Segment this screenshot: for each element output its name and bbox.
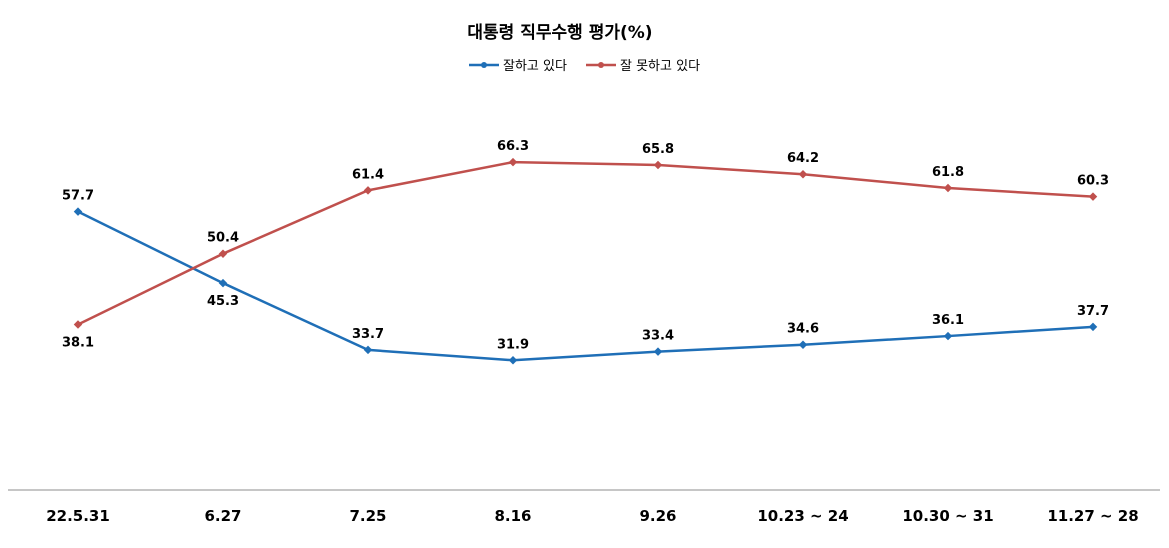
data-point [1088,192,1098,201]
series-line [77,160,1094,326]
series-layer [73,157,1098,365]
legend: 잘하고 있다 잘 못하고 있다 [469,59,700,74]
data-label: 57.7 [62,189,94,204]
data-label: 61.8 [932,165,964,180]
data-label: 33.7 [352,327,384,342]
x-tick-labels: 22.5.31 6.27 7.25 8.16 9.26 10.23 ~ 24 10.30 ~… [46,507,1138,525]
legend-marker-series-2 [598,62,604,68]
data-point [1088,322,1098,332]
x-tick-label: 8.16 [494,507,531,525]
data-label: 37.7 [1077,304,1109,319]
x-tick-label: 10.23 ~ 24 [757,507,848,525]
series-1 [73,207,1098,365]
data-point [363,186,373,195]
data-label: 60.3 [1077,174,1109,189]
data-label: 50.4 [207,231,239,246]
legend-marker-series-1 [481,62,487,68]
data-label: 64.2 [787,151,819,166]
data-point [218,278,228,288]
data-point [508,157,518,167]
data-point [218,249,228,258]
data-point [943,183,953,193]
data-label: 61.4 [352,167,384,182]
data-label: 31.9 [497,337,529,352]
data-label: 34.6 [787,322,819,337]
x-tick-label: 7.25 [349,507,386,525]
data-point [363,345,373,355]
legend-item-series-2: 잘 못하고 있다 [586,59,700,74]
data-point [653,160,663,170]
data-point [798,340,808,349]
legend-item-series-1: 잘하고 있다 [469,59,567,74]
x-tick-label: 10.30 ~ 31 [902,507,993,525]
legend-label-series-1: 잘하고 있다 [503,59,567,74]
data-point [508,356,518,365]
x-tick-label: 11.27 ~ 28 [1047,507,1138,525]
data-point [653,347,663,356]
series-2 [73,157,1098,329]
x-tick-label: 6.27 [204,507,241,525]
data-label: 45.3 [207,294,239,309]
data-label: 66.3 [497,139,529,154]
data-label: 33.4 [642,329,674,344]
legend-label-series-2: 잘 못하고 있다 [620,59,700,74]
x-tick-label: 22.5.31 [46,507,110,525]
data-label: 38.1 [62,336,94,351]
data-point [73,207,83,216]
series-line [77,210,1094,362]
data-label: 65.8 [642,142,674,157]
data-point [798,169,808,179]
data-label: 36.1 [932,313,964,328]
x-tick-label: 9.26 [639,507,676,525]
chart-title: 대통령 직무수행 평가(%) [467,22,652,43]
data-point [73,320,83,329]
data-point [943,331,953,341]
data-labels: 57.7 45.3 33.7 31.9 33.4 34.6 36.1 37.7 38.1 50.4… [62,139,1109,352]
